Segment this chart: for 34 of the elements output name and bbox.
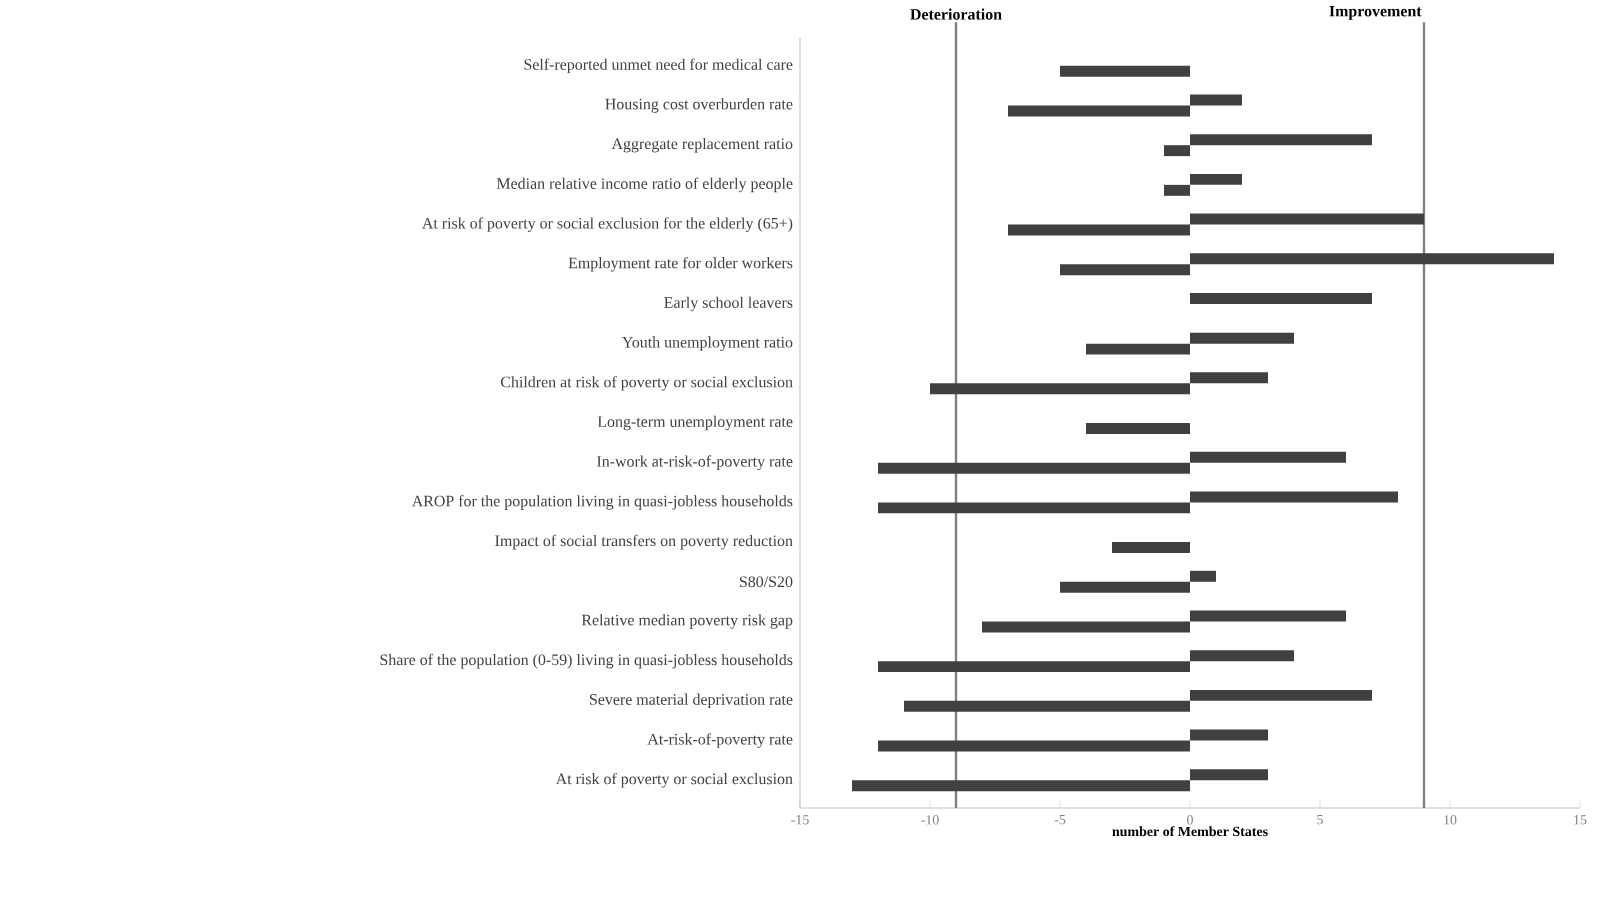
bar bbox=[1164, 145, 1190, 157]
bar bbox=[1060, 65, 1190, 77]
bar bbox=[1190, 650, 1294, 662]
bar bbox=[929, 383, 1190, 395]
bar bbox=[1190, 689, 1372, 701]
bar bbox=[1112, 542, 1190, 554]
bar bbox=[1190, 451, 1346, 463]
bar bbox=[1190, 491, 1398, 503]
bar bbox=[1190, 610, 1346, 622]
bar bbox=[1007, 105, 1190, 117]
bar bbox=[1190, 769, 1268, 781]
bar bbox=[1190, 372, 1268, 384]
bar bbox=[1190, 332, 1294, 344]
bar bbox=[1190, 134, 1372, 146]
bar bbox=[851, 780, 1190, 792]
bar bbox=[1086, 423, 1190, 434]
bar bbox=[1007, 224, 1190, 236]
bar bbox=[1190, 94, 1242, 106]
bar bbox=[1190, 570, 1216, 582]
bar bbox=[1060, 264, 1190, 276]
bar bbox=[1086, 343, 1190, 355]
bar bbox=[877, 740, 1190, 752]
bar bbox=[903, 700, 1190, 712]
bar bbox=[1060, 581, 1190, 593]
bar bbox=[877, 661, 1190, 673]
bar bbox=[877, 462, 1190, 474]
bar bbox=[1190, 173, 1242, 185]
bar bbox=[1190, 213, 1424, 225]
bar bbox=[1190, 729, 1268, 741]
bar bbox=[877, 502, 1190, 514]
bar bbox=[1190, 253, 1554, 265]
bar bbox=[981, 621, 1190, 633]
bar bbox=[1164, 184, 1190, 196]
bar bbox=[1190, 292, 1372, 304]
